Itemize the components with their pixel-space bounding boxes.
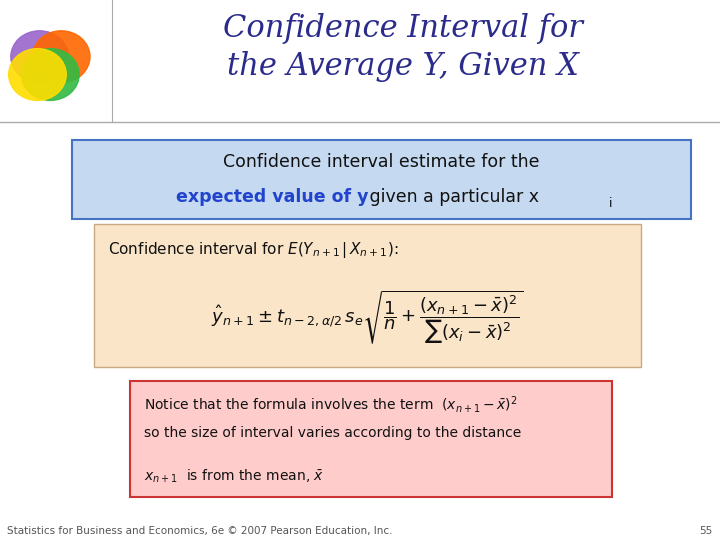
Text: $\hat{y}_{n+1} \pm t_{n-2,\alpha/2}\, s_e \sqrt{\dfrac{1}{n} + \dfrac{(x_{n+1}-\: $\hat{y}_{n+1} \pm t_{n-2,\alpha/2}\, s_… [211, 288, 523, 346]
FancyBboxPatch shape [72, 140, 691, 219]
FancyBboxPatch shape [94, 224, 641, 367]
Text: Confidence interval estimate for the: Confidence interval estimate for the [223, 153, 540, 171]
Text: Statistics for Business and Economics, 6e © 2007 Pearson Education, Inc.: Statistics for Business and Economics, 6… [7, 525, 392, 536]
Ellipse shape [11, 31, 68, 83]
Ellipse shape [9, 49, 66, 100]
Text: expected value of y: expected value of y [176, 188, 369, 206]
FancyBboxPatch shape [130, 381, 612, 497]
Text: $x_{n+1}$  is from the mean, $\bar{x}$: $x_{n+1}$ is from the mean, $\bar{x}$ [144, 467, 324, 484]
Text: Notice that the formula involves the term  $(x_{n+1} - \bar{x})^2$: Notice that the formula involves the ter… [144, 394, 518, 415]
Text: given a particular x: given a particular x [364, 188, 539, 206]
Text: so the size of interval varies according to the distance: so the size of interval varies according… [144, 426, 521, 440]
Text: i: i [608, 197, 612, 210]
Ellipse shape [32, 31, 90, 83]
Text: Confidence interval for $E(Y_{n+1}\,|\,X_{n+1})$:: Confidence interval for $E(Y_{n+1}\,|\,X… [108, 240, 398, 260]
Ellipse shape [22, 49, 79, 100]
Text: 55: 55 [700, 525, 713, 536]
Text: Confidence Interval for
the Average Y, Given X: Confidence Interval for the Average Y, G… [223, 14, 583, 82]
